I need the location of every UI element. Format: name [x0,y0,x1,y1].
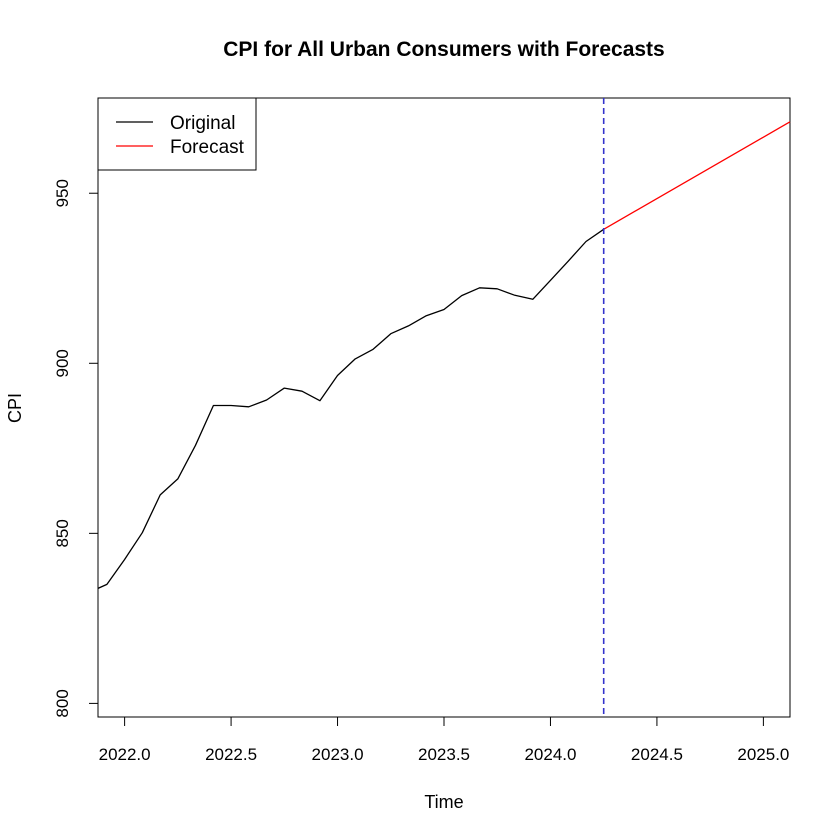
chart-title: CPI for All Urban Consumers with Forecas… [223,38,664,61]
series-line-original [97,228,605,589]
legend: Original Forecast [97,97,257,171]
x-tick-label: 2022.5 [205,745,257,764]
x-tick-label: 2022.0 [99,745,151,764]
y-tick-label: 900 [53,349,72,377]
series-line-forecast [603,121,791,230]
plot-frame [97,97,791,718]
legend-label-forecast: Forecast [170,137,245,158]
y-tick-label: 800 [53,689,72,717]
y-tick-label: 850 [53,519,72,547]
x-axis-title: Time [424,792,463,812]
plot-area: 2022.0 2022.5 2023.0 2023.5 2024.0 2024.5 2025… [53,97,791,764]
x-tick-label: 2024.5 [631,745,683,764]
legend-label-original: Original [170,113,235,134]
x-tick-label: 2025.0 [737,745,789,764]
x-tick-label: 2023.5 [418,745,470,764]
x-tick-label: 2024.0 [524,745,576,764]
x-tick-label: 2023.0 [312,745,364,764]
y-tick-label: 950 [53,179,72,207]
y-axis-title: CPI [5,393,25,423]
legend-box [97,97,257,171]
